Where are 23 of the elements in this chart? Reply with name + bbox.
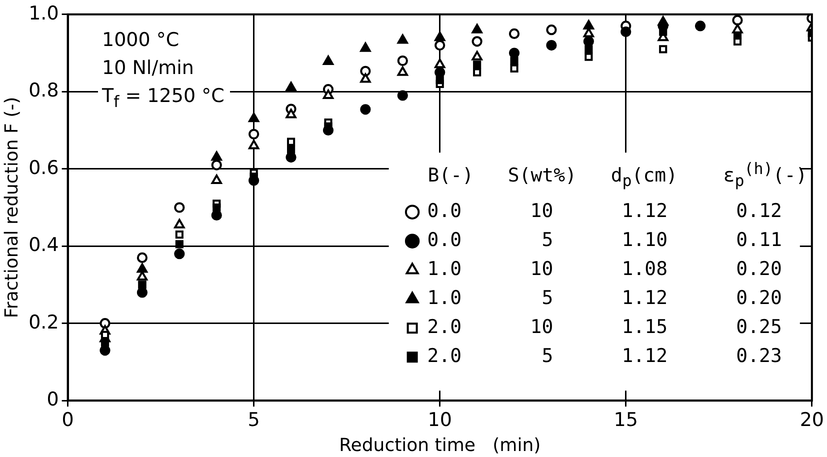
legend-label: 2.0 5 1.12 0.23 bbox=[427, 345, 782, 368]
legend-label: 1.0 10 1.08 0.20 bbox=[427, 258, 782, 280]
y-tick-label: 0.2 bbox=[28, 311, 59, 334]
legend-label: 0.0 10 1.12 0.12 bbox=[427, 200, 782, 222]
annotation: 1000 °C bbox=[102, 28, 180, 53]
x-tick-label: 20 bbox=[800, 408, 824, 431]
annotation: T$_{f}$ = 1250 °C bbox=[102, 84, 224, 113]
x-tick-label: 0 bbox=[62, 408, 74, 431]
y-tick-label: 0.8 bbox=[28, 80, 59, 102]
y-axis-title: Fractional reduction F (-) bbox=[1, 96, 22, 318]
x-tick-label: 5 bbox=[248, 408, 260, 431]
x-tick-label: 10 bbox=[428, 408, 452, 431]
y-tick-label: 0.6 bbox=[28, 156, 59, 179]
legend-title: B(-) S(wt%) d$_{p}$(cm) ε$_{p}$$^{(h)}$(-) bbox=[428, 158, 808, 190]
x-tick-label: 15 bbox=[614, 408, 638, 431]
y-tick-label: 0.4 bbox=[28, 234, 59, 256]
legend-label: 1.0 5 1.12 0.20 bbox=[427, 287, 782, 310]
annotation: 10 Nl/min bbox=[102, 56, 195, 81]
y-tick-label: 1.0 bbox=[28, 2, 59, 24]
y-tick-label: 0 bbox=[46, 388, 59, 411]
x-axis-title: Reduction time (min) bbox=[339, 434, 541, 456]
legend-label: 2.0 10 1.15 0.25 bbox=[427, 316, 782, 338]
legend-label: 0.0 5 1.10 0.11 bbox=[427, 229, 782, 252]
